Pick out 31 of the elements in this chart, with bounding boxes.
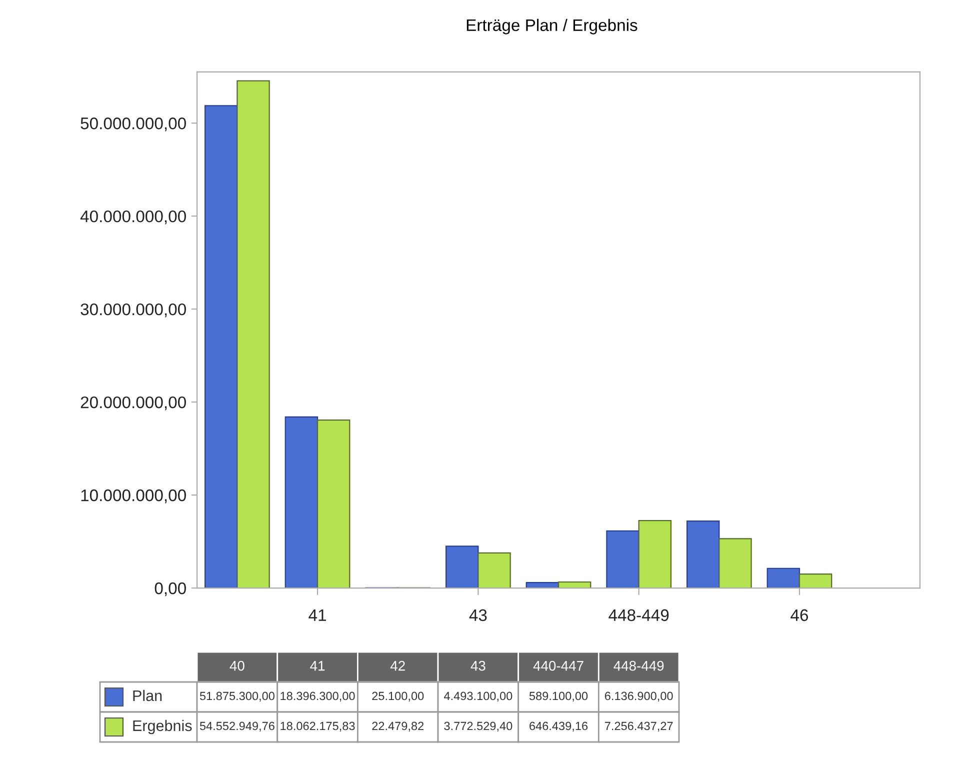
y-tick-label: 20.000.000,00 bbox=[80, 396, 186, 410]
y-tick-label: 30.000.000,00 bbox=[80, 303, 186, 318]
data-label: 51.875.300,00 bbox=[200, 692, 274, 702]
y-tick-label: 50.000.000,00 bbox=[80, 118, 186, 132]
x-tick-label: 440-447 bbox=[533, 660, 584, 671]
x-tick-label: 41 bbox=[310, 661, 325, 671]
y-tick-label: 10.000.000,00 bbox=[81, 489, 186, 504]
data-label: 4.493.100,00 bbox=[444, 692, 512, 702]
x-tick-label: 43 bbox=[470, 660, 486, 671]
data-label: 54.552.949,76 bbox=[200, 722, 274, 732]
data-label: 7.256.437,27 bbox=[604, 722, 673, 732]
data-label: 6.136.900,00 bbox=[604, 692, 673, 702]
category-label: 41 bbox=[308, 609, 326, 621]
x-tick-label: 42 bbox=[390, 660, 405, 671]
data-label: 25.100,00 bbox=[372, 692, 424, 702]
data-label: 22.479,82 bbox=[372, 722, 424, 732]
category-label: 448-449 bbox=[608, 609, 669, 622]
legend-label: Ergebnis bbox=[133, 720, 192, 734]
y-tick-label: 0,00 bbox=[154, 582, 186, 596]
x-tick-label: 46 bbox=[790, 609, 808, 622]
x-tick-label: 40 bbox=[230, 660, 244, 671]
category-label: 43 bbox=[469, 609, 487, 622]
x-tick-label: 448-449 bbox=[614, 660, 664, 671]
data-label: 646.439,16 bbox=[530, 722, 588, 732]
data-label: 18.062.175,83 bbox=[280, 722, 355, 732]
data-label: 3.772.529,40 bbox=[444, 722, 512, 732]
legend-label: Plan bbox=[133, 690, 162, 702]
y-tick-label: 40.000.000,00 bbox=[80, 210, 186, 224]
data-label: 18.396.300,00 bbox=[280, 692, 355, 702]
chart-title: Erträge Plan / Ergebnis bbox=[466, 18, 638, 34]
data-label: 589.100,00 bbox=[529, 692, 588, 702]
